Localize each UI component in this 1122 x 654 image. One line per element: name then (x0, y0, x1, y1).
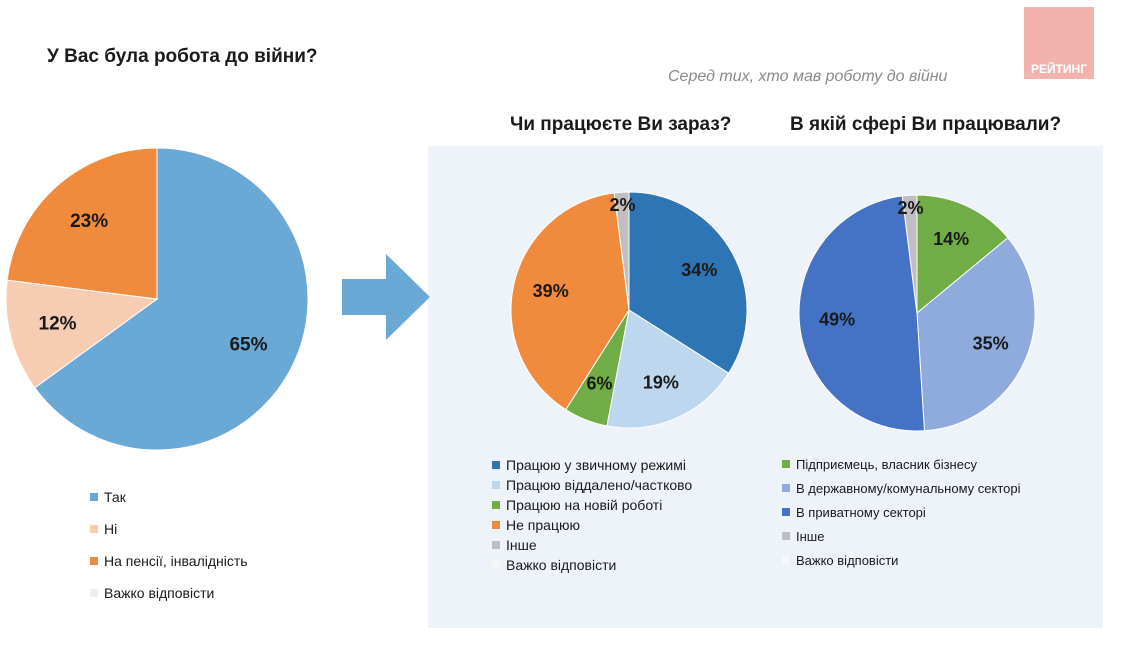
legend-label: На пенсії, інвалідність (104, 553, 248, 569)
legend-label: Ні (104, 521, 118, 537)
legend-chart2: Працюю у звичному режимі Працюю віддален… (492, 455, 692, 575)
legend-swatch (782, 532, 790, 540)
legend-label: В державному/комунальному секторі (796, 480, 1021, 496)
legend-label: Важко відповісти (506, 557, 617, 573)
legend-chart3: Підприємець, власник бізнесу В державном… (782, 452, 1021, 572)
legend-label: Підприємець, власник бізнесу (796, 456, 977, 472)
legend-item-other: Інше (492, 535, 692, 555)
pie-slice (510, 192, 630, 411)
pie-slice (5, 279, 159, 389)
legend-item-entrepreneur: Підприємець, власник бізнесу (782, 452, 1021, 476)
legend-item-yes: Так (90, 481, 248, 513)
legend-item-private-sector: В приватному секторі (782, 500, 1021, 524)
pie-slice (798, 195, 925, 432)
legend-item-other: Інше (782, 524, 1021, 548)
legend-item-hard-to-say: Важко відповісти (492, 555, 692, 575)
legend-chart1: Так Ні На пенсії, інвалідність Важко від… (90, 481, 248, 609)
pie-slice-label: 39% (533, 281, 569, 301)
legend-swatch (782, 508, 790, 516)
legend-swatch (90, 525, 98, 533)
legend-item-retired: На пенсії, інвалідність (90, 545, 248, 577)
legend-label: Працюю на новій роботі (506, 497, 663, 513)
legend-item-state-sector: В державному/комунальному секторі (782, 476, 1021, 500)
legend-swatch (492, 481, 500, 489)
pie-slice-label: 35% (973, 334, 1009, 354)
legend-swatch (492, 541, 500, 549)
pie-chart-work-sector: 14% 35% 49% 2% (798, 194, 1036, 432)
pie-slice (901, 194, 918, 314)
pie-slice-label: 6% (586, 373, 612, 393)
legend-swatch (782, 484, 790, 492)
legend-label: В приватному секторі (796, 504, 926, 520)
arrow-right-icon (342, 254, 430, 340)
pie-slice-label: 14% (933, 229, 969, 249)
legend-item-new-job: Працюю на новій роботі (492, 495, 692, 515)
pie-slice-label: 65% (229, 335, 267, 356)
pie-chart-work-before-war: 65% 12% 23% (5, 147, 309, 451)
pie-slice-label: 2% (897, 198, 923, 218)
pie-slice (916, 194, 1009, 315)
pie-slice (6, 147, 158, 300)
legend-item-remote: Працюю віддалено/частково (492, 475, 692, 495)
legend-swatch (492, 521, 500, 529)
legend-item-no: Ні (90, 513, 248, 545)
legend-label: Так (104, 489, 126, 505)
legend-label: Інше (506, 537, 537, 553)
legend-swatch (492, 561, 500, 569)
legend-label: Важко відповісти (796, 552, 899, 568)
legend-item-not-working: Не працюю (492, 515, 692, 535)
pie-slice (34, 147, 309, 451)
pie-slice-label: 49% (819, 309, 855, 329)
chart-subtitle: Серед тих, хто мав роботу до війни (668, 68, 948, 85)
chart2-title: Чи працюєте Ви зараз? (510, 114, 732, 135)
legend-swatch (492, 501, 500, 509)
legend-swatch (492, 461, 500, 469)
legend-item-usual-mode: Працюю у звичному режимі (492, 455, 692, 475)
pie-slice-label: 2% (609, 195, 635, 215)
chart3-title: В якій сфері Ви працювали? (790, 114, 1062, 135)
pie-slice (628, 191, 748, 374)
legend-swatch (90, 589, 98, 597)
pie-slice (916, 237, 1036, 432)
legend-label: Працюю у звичному режимі (506, 457, 686, 473)
pie-slice-label: 19% (643, 372, 679, 392)
pie-slice (613, 191, 630, 311)
legend-item-hard-to-say: Важко відповісти (782, 548, 1021, 572)
brand-logo: РЕЙТИНГ (1024, 7, 1094, 79)
brand-logo-text: РЕЙТИНГ (1030, 62, 1088, 76)
pie-slice-label: 12% (39, 314, 77, 335)
legend-swatch (90, 493, 98, 501)
legend-label: Не працюю (506, 517, 580, 533)
pie-slice-label: 23% (70, 211, 108, 232)
legend-item-hard-to-say: Важко відповісти (90, 577, 248, 609)
legend-swatch (90, 557, 98, 565)
pie-chart-working-now: 34% 19% 6% 39% 2% (510, 191, 748, 429)
legend-label: Інше (796, 528, 825, 544)
legend-label: Важко відповісти (104, 585, 215, 601)
legend-swatch (782, 556, 790, 564)
chart1-title: У Вас була робота до війни? (47, 46, 318, 67)
legend-swatch (782, 460, 790, 468)
legend-label: Працюю віддалено/частково (506, 477, 693, 493)
pie-slice (606, 309, 730, 429)
pie-slice-label: 34% (681, 260, 717, 280)
